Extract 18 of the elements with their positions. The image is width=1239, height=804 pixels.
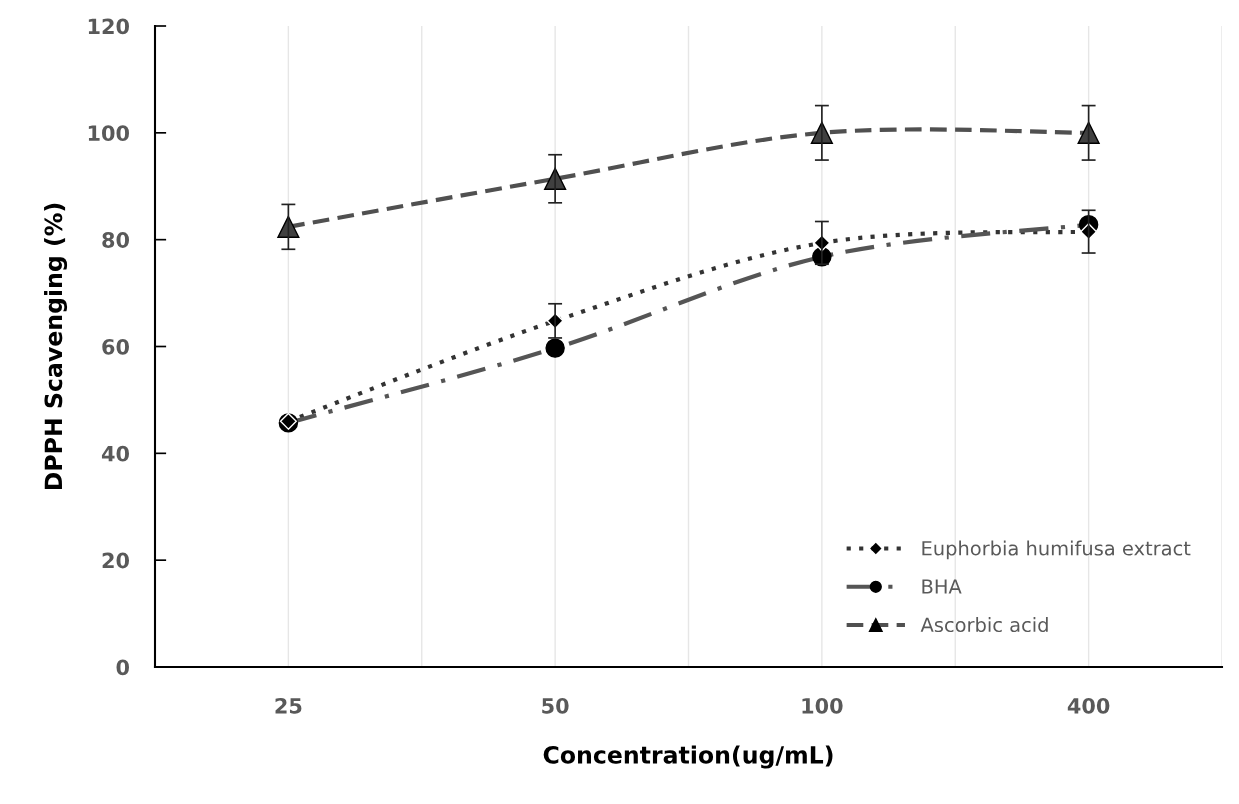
y-tick-label: 20 <box>102 552 129 569</box>
point <box>1077 121 1100 144</box>
x-tick-label: 50 <box>542 697 569 714</box>
legend-label: Euphorbia humifusa extract <box>922 540 1191 560</box>
y-axis-title: DPPH Scavenging (%) <box>44 203 68 490</box>
y-tick-label: 80 <box>102 232 129 248</box>
x-tick-label: 100 <box>802 697 843 714</box>
y-tick-label: 60 <box>102 338 129 355</box>
point <box>277 215 300 238</box>
y-tick-label: 40 <box>101 445 129 462</box>
x-tick-label: 400 <box>1067 697 1110 714</box>
y-tick-label: 100 <box>88 125 129 142</box>
x-tick-label: 25 <box>275 697 302 714</box>
x-axis-title: Concentration(ug/mL) <box>543 745 833 769</box>
y-tick-label: 120 <box>88 18 129 35</box>
legend-label: Ascorbic acid <box>920 617 1048 633</box>
legend-label: BHA <box>922 579 962 594</box>
y-tick-label: 0 <box>116 659 129 676</box>
